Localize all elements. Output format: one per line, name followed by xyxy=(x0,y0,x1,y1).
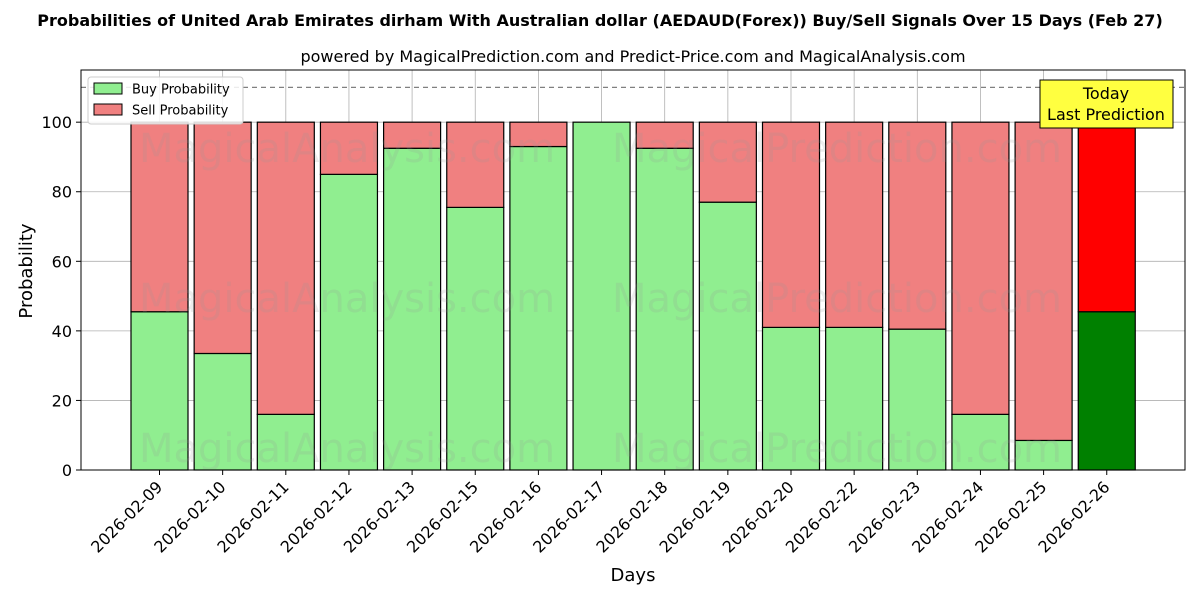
y-tick-label: 40 xyxy=(52,322,72,341)
sell-bar xyxy=(509,121,568,148)
y-tick-label: 20 xyxy=(52,391,72,410)
bars xyxy=(130,121,1136,471)
sell-bar xyxy=(698,121,757,203)
sell-bar xyxy=(1014,121,1073,442)
annotation-box xyxy=(1039,79,1174,129)
watermark-text: MagicalPrediction.com xyxy=(612,426,1062,472)
chart-subtitle: powered by MagicalPrediction.com and Pre… xyxy=(300,47,965,66)
legend-swatch xyxy=(93,103,123,116)
y-tick-label: 60 xyxy=(52,252,72,271)
y-axis-label: Probability xyxy=(16,223,37,318)
plot-area: MagicalAnalysis.com MagicalPrediction.com… xyxy=(41,69,1186,557)
sell-bar xyxy=(446,121,505,208)
legend-label: Buy Probability xyxy=(132,83,230,98)
sell-bar xyxy=(1077,121,1136,313)
sell-bar xyxy=(761,121,821,328)
buy-bar xyxy=(825,326,884,471)
y-tick-label: 100 xyxy=(41,113,72,132)
buy-bar xyxy=(1077,311,1136,471)
x-axis-label: Days xyxy=(611,565,656,586)
sell-bar xyxy=(888,121,947,330)
sell-bar xyxy=(635,121,694,149)
buy-bar xyxy=(572,121,631,471)
plot-frame xyxy=(80,69,1186,471)
sell-bar xyxy=(130,121,189,313)
buy-bar xyxy=(888,328,947,471)
sell-bar xyxy=(319,121,379,175)
sell-bar xyxy=(383,121,442,149)
buy-bar xyxy=(256,413,315,471)
annotation-line1: Today xyxy=(1082,84,1129,103)
legend-label: Sell Probability xyxy=(132,104,229,119)
watermark-text: MagicalAnalysis.com xyxy=(139,126,555,172)
sell-bar xyxy=(256,121,315,415)
sell-bar xyxy=(825,121,884,328)
buy-bar xyxy=(319,173,379,471)
legend-box xyxy=(87,76,244,125)
buy-bar xyxy=(761,326,821,471)
legend: Buy Probability Sell Probability xyxy=(87,76,244,125)
chart-title: Probabilities of United Arab Emirates di… xyxy=(37,11,1163,30)
watermark-text: MagicalPrediction.com xyxy=(612,126,1062,172)
watermarks: MagicalAnalysis.com MagicalPrediction.com… xyxy=(139,126,1062,472)
buy-bar xyxy=(509,145,568,471)
annotation-line2: Last Prediction xyxy=(1047,105,1165,124)
legend-swatch xyxy=(93,82,123,95)
y-tick-label: 0 xyxy=(62,461,72,480)
sell-bar xyxy=(951,121,1010,415)
buy-bar xyxy=(635,147,694,471)
watermark-text: MagicalPrediction.com xyxy=(612,276,1062,322)
buy-bar xyxy=(383,147,442,471)
sell-bar xyxy=(193,121,252,355)
watermark-text: MagicalAnalysis.com xyxy=(139,276,555,322)
y-tick-label: 80 xyxy=(52,183,72,202)
today-annotation: Today Last Prediction xyxy=(1039,79,1174,129)
watermark-text: MagicalAnalysis.com xyxy=(139,426,555,472)
